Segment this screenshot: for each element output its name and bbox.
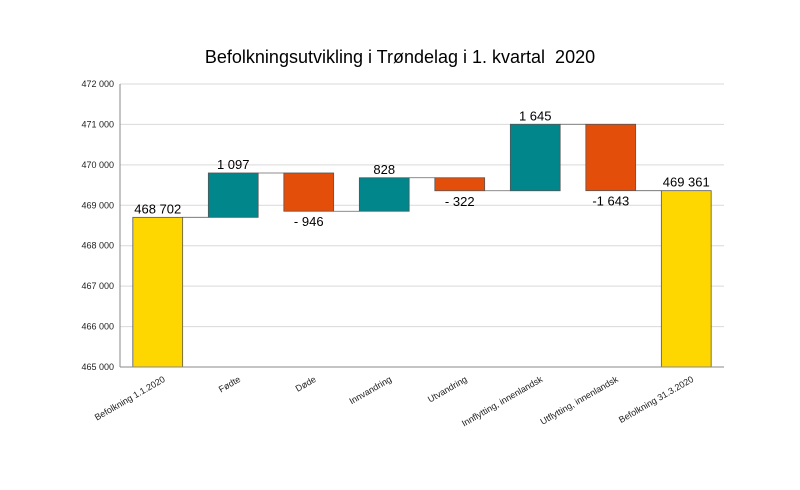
y-tick-label: 467 000 (81, 281, 114, 291)
data-label: 468 702 (134, 201, 181, 216)
data-label: 1 645 (519, 108, 552, 123)
bar-2 (207, 172, 259, 218)
x-axis: Befolkning 1.1.2020 Fødte Døde Innvandring U… (93, 366, 724, 429)
data-label: - 946 (294, 214, 324, 229)
bar-8 (660, 190, 712, 368)
x-category-label: Fødte (217, 374, 242, 394)
y-tick-label: 468 000 (81, 241, 114, 251)
data-label: - 322 (445, 194, 475, 209)
x-category-label: Innflytting, innenlandsk (460, 374, 545, 429)
x-category-label: Døde (294, 374, 318, 394)
bars (132, 123, 712, 368)
y-axis: 465 000 466 000 467 000 468 000 469 000 470 0… (81, 79, 121, 372)
x-category-label: Innvandring (348, 374, 394, 406)
x-category-label: Utflytting, innenlandsk (538, 374, 620, 427)
data-label: 469 361 (663, 175, 710, 190)
data-label: 828 (373, 162, 395, 177)
y-tick-label: 469 000 (81, 200, 114, 210)
y-tick-label: 466 000 (81, 322, 114, 332)
data-label: -1 643 (592, 194, 629, 209)
bar-7 (585, 123, 637, 192)
y-tick-label: 465 000 (81, 362, 114, 372)
chart-title: Befolkningsutvikling i Trøndelag i 1. kv… (204, 47, 596, 67)
bar-4 (358, 177, 410, 212)
x-category-label: Utvandring (426, 374, 469, 404)
x-category-label: Befolkning 31.3.2020 (617, 374, 695, 425)
bar-3 (283, 172, 335, 212)
bar-1 (132, 216, 184, 368)
connector-lines (182, 123, 662, 218)
x-category-label: Befolkning 1.1.2020 (93, 374, 167, 422)
bar-6 (509, 123, 561, 192)
bar-5 (434, 177, 486, 192)
data-labels: 468 702 1 097 - 946 828 - 322 1 645 -1 643 469 … (134, 108, 710, 229)
y-tick-label: 472 000 (81, 79, 114, 89)
y-tick-label: 471 000 (81, 119, 114, 129)
data-label: 1 097 (217, 157, 250, 172)
y-tick-label: 470 000 (81, 160, 114, 170)
